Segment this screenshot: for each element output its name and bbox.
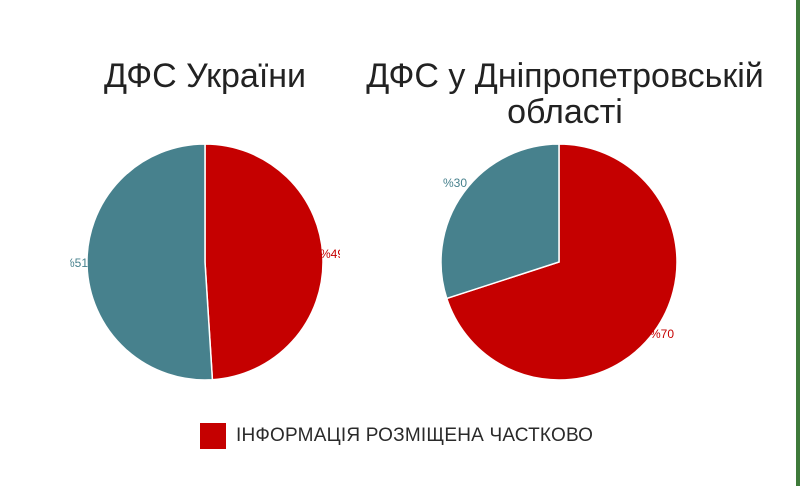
pie-slice [86,143,214,381]
pie-chart-ukraine: %49 %51 [70,143,340,381]
pie-chart-dnipro: %70 %30 [440,143,678,381]
legend: ІНФОРМАЦІЯ РОЗМІЩЕНА ЧАСТКОВО [200,423,593,449]
chart-title-left: ДФС України [103,57,307,95]
pie-slice [440,143,560,300]
page-right-edge [796,0,800,486]
slice-label: %70 [650,327,674,341]
slice-label: %49 [320,247,340,261]
legend-label: ІНФОРМАЦІЯ РОЗМІЩЕНА ЧАСТКОВО [236,425,594,446]
slice-label: %30 [443,176,467,190]
chart-title-right: ДФС у Дніпропетровській області [366,57,764,131]
pie-slice [204,143,324,381]
pie-slice [445,143,678,381]
legend-swatch [200,423,226,449]
slice-label: %51 [70,256,88,270]
